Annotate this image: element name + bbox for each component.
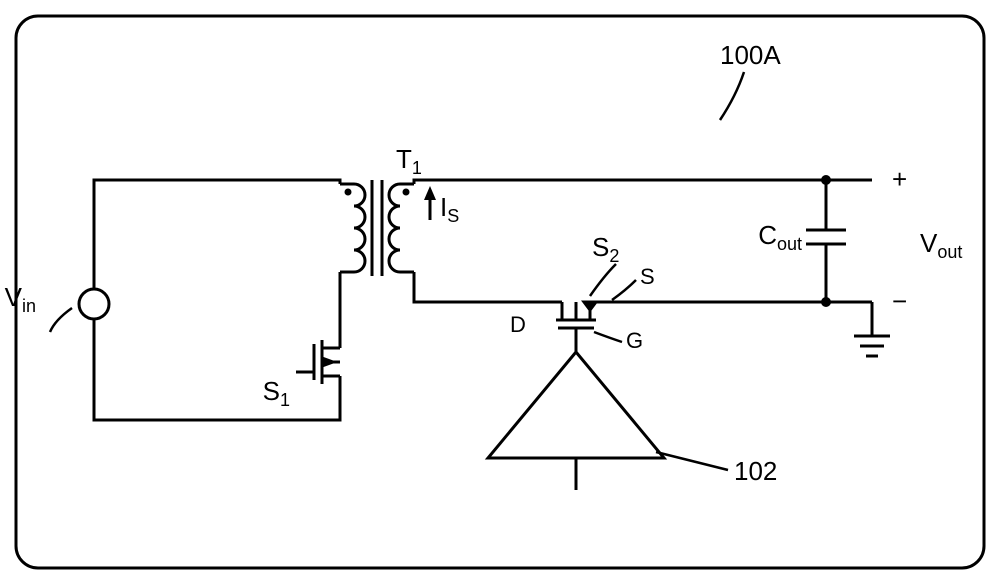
node-bot-out [821,297,831,307]
transformer-dot-secondary [403,189,410,196]
s2-g-label: G [626,328,643,353]
mosfet-s2 [552,302,600,352]
s2-s-label: S [640,264,655,289]
ref102-label: 102 [734,456,777,486]
wire-sec-bot [414,272,552,302]
vin-label: Vin [5,282,36,316]
vout-label: Vout [920,228,962,262]
capacitor-cout [806,180,846,302]
cout-label: Cout [758,220,802,254]
vin-source [79,289,109,319]
wire-vin-bot [94,319,340,420]
ground-symbol [854,302,890,356]
node-top-out [821,175,831,185]
is-arrow [424,186,436,220]
s2-leader [590,264,616,296]
transformer-primary [340,184,365,272]
is-label: IS [440,192,459,226]
vin-leader [50,308,72,332]
transformer-secondary [389,184,414,272]
t1-label: T1 [396,144,422,178]
circuit-schematic: Vin S1 T1 IS [0,0,1000,584]
diagram-border [16,16,984,568]
driver-triangle [488,352,664,458]
minus-label: − [892,286,907,316]
s2-label: S2 [592,232,619,266]
s-leader [612,280,636,300]
s1-label: S1 [263,376,290,410]
ref100a-label: 100A [720,40,781,70]
wire-vin-top [94,180,340,289]
mosfet-s1 [296,332,340,392]
g-leader [594,332,622,342]
transformer-dot-primary [345,189,352,196]
ref100a-leader [720,72,744,120]
plus-label: + [892,164,907,194]
wire-sec-top [414,180,872,184]
s2-d-label: D [510,312,526,337]
ref102-leader [656,452,728,470]
